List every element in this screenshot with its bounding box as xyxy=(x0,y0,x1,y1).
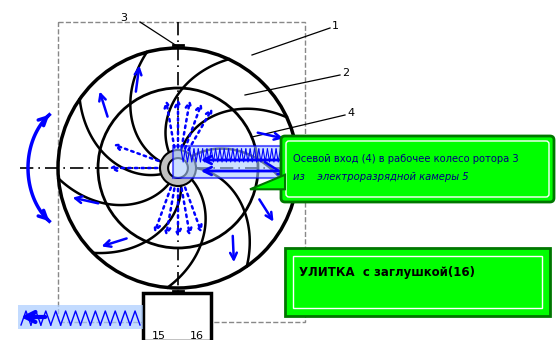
Bar xyxy=(293,256,542,308)
Bar xyxy=(143,293,211,340)
Polygon shape xyxy=(250,175,285,189)
Text: из    электроразрядной камеры 5: из электроразрядной камеры 5 xyxy=(293,172,469,182)
FancyBboxPatch shape xyxy=(281,136,554,202)
Text: 15: 15 xyxy=(152,331,166,340)
Bar xyxy=(58,22,305,322)
Text: 3: 3 xyxy=(120,13,127,23)
Text: 2: 2 xyxy=(342,68,349,78)
Circle shape xyxy=(160,150,196,186)
Text: 16: 16 xyxy=(190,331,204,340)
Circle shape xyxy=(168,158,188,178)
Text: 1: 1 xyxy=(332,21,339,31)
Bar xyxy=(285,248,550,316)
Text: Осевой вход (4) в рабочее колесо ротора 3: Осевой вход (4) в рабочее колесо ротора … xyxy=(293,154,518,164)
Text: 4: 4 xyxy=(347,108,354,118)
FancyBboxPatch shape xyxy=(286,141,549,197)
Bar xyxy=(173,146,310,178)
Text: УЛИТКА  с заглушкой(16): УЛИТКА с заглушкой(16) xyxy=(299,266,475,279)
Bar xyxy=(18,305,143,329)
